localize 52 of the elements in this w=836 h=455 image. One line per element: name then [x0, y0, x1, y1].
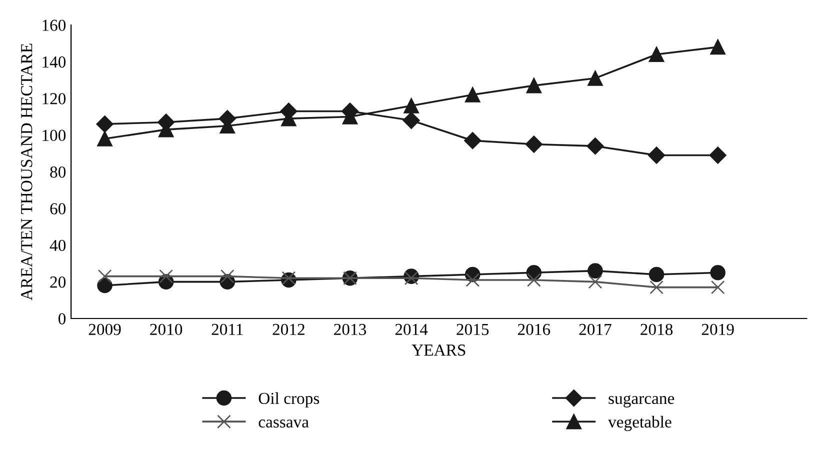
point	[159, 269, 174, 284]
point	[220, 269, 234, 284]
point	[648, 46, 664, 62]
point	[586, 138, 604, 155]
x-tick-label: 2012	[272, 324, 304, 336]
point	[710, 265, 726, 280]
x-tick-label: 2016	[518, 324, 550, 336]
y-tick-label: 0	[58, 313, 66, 324]
y-tick-label: 160	[42, 20, 66, 31]
point	[526, 78, 542, 94]
legend-label: cassava	[258, 420, 309, 428]
point	[97, 278, 112, 294]
x-tick-label: 2017	[579, 324, 612, 336]
y-tick-label: 100	[42, 130, 66, 142]
legend-label: sugarcane	[608, 395, 674, 408]
y-tick-label: 80	[50, 166, 66, 178]
x-tick-label: 2009	[88, 324, 121, 336]
point	[650, 280, 664, 294]
y-tick-label: 20	[50, 276, 66, 288]
point	[98, 269, 112, 284]
point	[709, 146, 726, 164]
y-axis-title: AREA/TEN THOUSAND HECTARE	[21, 44, 32, 300]
point	[466, 273, 480, 287]
point	[648, 146, 666, 164]
x-tick-label: 2014	[395, 324, 428, 336]
point	[97, 131, 112, 146]
legend-label: vegetable	[608, 416, 672, 432]
y-tick-label: 140	[42, 56, 66, 68]
y-tick-label: 60	[50, 203, 66, 214]
legend-label: Oil crops	[258, 392, 320, 408]
x-tick-label: 2019	[702, 324, 734, 336]
x-axis-title: YEARS	[412, 344, 466, 356]
y-tick-label: 40	[50, 240, 66, 252]
point	[525, 136, 542, 153]
x-tick-label: 2013	[334, 324, 366, 336]
point	[588, 274, 602, 289]
x-tick-label: 2010	[150, 324, 182, 336]
point	[710, 39, 726, 55]
y-tick-label: 120	[42, 93, 66, 104]
point	[710, 280, 725, 294]
point	[404, 98, 419, 114]
x-tick-label: 2018	[640, 324, 673, 336]
point	[526, 273, 541, 287]
x-tick-label: 2015	[456, 324, 489, 336]
point	[464, 132, 482, 150]
point	[648, 266, 664, 282]
point	[96, 116, 114, 133]
point	[464, 87, 480, 102]
point	[588, 70, 603, 86]
point	[588, 263, 603, 278]
x-tick-label: 2011	[212, 324, 243, 336]
point	[402, 112, 420, 129]
